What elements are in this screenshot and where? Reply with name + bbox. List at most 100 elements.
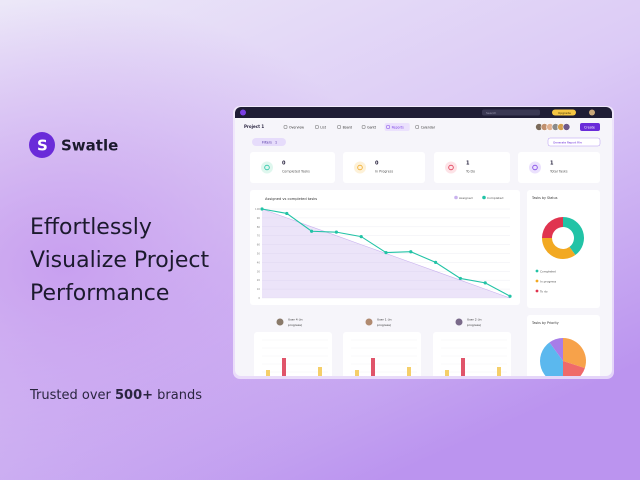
tagline-text: brands [157,388,202,403]
stat-icon-glyph [532,164,538,171]
tab-icon [337,125,341,129]
user-name: User 2 (in [467,318,482,322]
tab: Overview [289,125,304,129]
user-card [433,332,511,376]
stat-icon [529,161,541,174]
dashboard: Search Upgrade Project 1 Overview List Board G… [235,107,612,376]
point [409,250,413,254]
point [359,234,363,239]
y-tick-label: 90 [257,216,261,220]
create-button[interactable] [580,123,600,131]
user-status: progress) [467,323,481,327]
label: Filters [262,140,272,144]
tab-icon [386,125,390,129]
user-card [343,332,421,376]
bar-decor [266,370,270,376]
upgrade-button[interactable] [552,109,576,116]
tab: Reports [392,125,405,129]
headline: Visualize Project [30,248,210,273]
filter-pill[interactable] [252,138,286,146]
user-avatar [276,318,284,326]
slice [540,342,563,376]
legend-marker [535,279,539,283]
user-status: progress) [377,323,391,327]
user-avatar [455,318,463,326]
y-tick-label: 100 [255,207,260,211]
y-tick-label: 60 [257,243,261,247]
member-avatar [562,123,571,131]
point [508,294,512,298]
bar-decor [461,358,465,376]
user-avatar [365,318,373,326]
bar-decor [497,367,501,376]
point [384,251,388,255]
point [285,211,289,216]
point [434,260,438,264]
bar-decor [282,358,286,376]
stat-icon-glyph [357,164,363,171]
stat-card [250,152,335,183]
stat-card [518,152,600,183]
label: Upgrade [558,111,571,115]
slice [542,217,563,238]
tab: Board [343,125,352,129]
y-tick-label: 40 [257,260,261,264]
stat-value: 0 [375,161,379,167]
legend-label: To do [539,289,548,293]
legend-marker [535,289,539,293]
legend-label: In progress [540,279,557,283]
slice [549,338,563,361]
stat-icon-glyph [264,164,270,171]
point [260,207,264,211]
user-status: progress) [288,323,302,327]
app-logo [240,109,246,116]
bar-decor [355,370,359,376]
slice [563,338,587,369]
bar-decor [318,367,322,376]
tab: List [320,125,326,129]
user-avatar[interactable] [589,109,595,116]
stat-label: Total Tasks [549,170,568,174]
legend-marker [535,269,539,273]
user-card [254,332,332,376]
stat-label: In Progress [375,170,393,174]
tagline: Trusted over 500+ brands [29,388,202,403]
legend-label: Assigned [459,196,473,200]
user-name: User 4 (in [288,318,303,322]
stat-card [434,152,510,183]
point [310,229,314,233]
chart-title: Assigned vs completed tasks [265,197,317,201]
tab-icon [361,125,366,129]
search-box[interactable] [482,109,540,116]
label: Project 1 [244,124,264,129]
stat-value: 1 [550,161,554,167]
y-tick-label: 20 [257,278,261,282]
bar-decor [407,367,411,376]
report-button[interactable] [547,137,601,147]
headline: Effortlessly [30,215,152,240]
top-bar [235,107,612,118]
chart-title: Tasks by Priority [531,321,559,325]
point [483,281,487,285]
tagline-highlight: 500+ [115,388,153,403]
logo-icon [29,132,55,158]
slice [542,238,576,260]
stat-icon-glyph [448,164,454,171]
stat-value: 1 [466,161,470,167]
y-tick-label: 80 [257,225,261,229]
y-tick-label: 0 [258,296,260,300]
legend-marker [454,195,458,200]
bar-decor [445,370,449,376]
stat-value: 0 [282,161,286,167]
headline: Performance [30,281,169,306]
stat-icon [261,161,273,174]
label: Create [584,125,595,129]
y-tick-label: 30 [257,269,261,273]
stat-label: To Do [465,170,475,174]
tab-icon [315,125,319,129]
tab: Calendar [421,125,436,129]
legend-label: Completed [487,196,503,200]
tab: Gantt [367,125,377,129]
slice [563,217,584,255]
